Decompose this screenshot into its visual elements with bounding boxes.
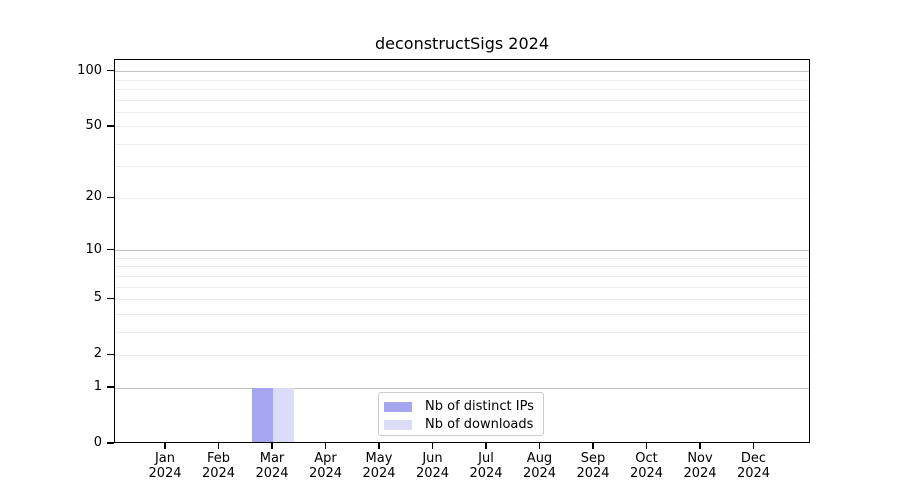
- major-gridline: [115, 71, 809, 73]
- x-tick-mark: [592, 443, 594, 449]
- x-tick-month: Aug: [526, 451, 553, 466]
- x-tick-year: 2024: [683, 466, 717, 481]
- x-tick-mark: [485, 443, 487, 449]
- x-tick-month: Apr: [314, 451, 337, 466]
- minor-gridline: [115, 126, 809, 128]
- x-tick-label: Dec 2024: [724, 451, 784, 481]
- legend-item-distinct-ips: Nb of distinct IPs: [384, 398, 543, 416]
- y-tick-label: 50: [85, 117, 102, 133]
- x-tick-label: Oct 2024: [617, 451, 677, 481]
- y-tick-label: 2: [93, 346, 102, 362]
- x-tick-mark: [752, 443, 755, 449]
- x-tick-mark: [271, 443, 273, 449]
- x-tick-mark: [217, 443, 220, 449]
- chart-title: deconstructSigs 2024: [374, 34, 550, 53]
- major-gridline: [115, 387, 809, 389]
- x-tick-mark: [378, 443, 380, 449]
- legend-item-downloads: Nb of downloads: [384, 416, 543, 434]
- x-tick-month: Oct: [635, 451, 658, 466]
- minor-gridline: [115, 354, 809, 356]
- x-tick-mark: [699, 443, 701, 449]
- x-tick-month: Mar: [259, 451, 285, 466]
- y-tick-mark: [107, 196, 114, 199]
- x-tick-year: 2024: [469, 466, 503, 481]
- bars: [115, 60, 809, 442]
- minor-gridline: [115, 143, 809, 145]
- y-tick-mark: [107, 386, 114, 388]
- legend-swatch-downloads-icon: [384, 420, 412, 430]
- minor-gridline: [115, 298, 809, 300]
- x-tick-mark: [431, 443, 434, 449]
- y-tick-label: 100: [77, 62, 102, 78]
- gridlines: [115, 60, 809, 442]
- x-tick-label: Feb 2024: [189, 451, 249, 481]
- minor-gridline: [115, 79, 809, 81]
- x-tick-label: Jan 2024: [135, 451, 195, 481]
- y-tick-label: 20: [85, 189, 102, 205]
- x-tick-month: Sep: [580, 451, 606, 466]
- x-tick-month: Nov: [687, 451, 713, 466]
- legend-swatch-distinct-ips-icon: [384, 402, 412, 412]
- x-tick-month: Dec: [740, 451, 767, 466]
- y-tick-label: 0: [93, 435, 102, 450]
- minor-gridline: [115, 197, 809, 199]
- y-tick-label: 5: [93, 290, 102, 306]
- minor-gridline: [115, 166, 809, 168]
- y-tick-mark: [107, 353, 114, 356]
- x-tick-year: 2024: [522, 466, 557, 481]
- minor-gridline: [115, 275, 809, 277]
- x-tick-mark: [538, 443, 541, 449]
- x-tick-label: Aug 2024: [510, 451, 570, 481]
- minor-gridline: [115, 257, 809, 259]
- x-tick-label: Nov 2024: [670, 451, 730, 481]
- x-tick-month: Feb: [206, 451, 231, 466]
- minor-gridline: [115, 99, 809, 101]
- y-tick-mark: [107, 297, 114, 300]
- minor-gridline: [115, 286, 809, 288]
- minor-gridline: [115, 313, 809, 315]
- x-tick-mark: [645, 443, 648, 449]
- x-tick-month: Jan: [154, 451, 176, 466]
- x-tick-year: 2024: [308, 466, 343, 481]
- y-tick-label: 1: [93, 379, 102, 395]
- legend: Nb of distinct IPs Nb of downloads: [378, 392, 544, 436]
- y-tick-mark: [107, 125, 114, 127]
- x-tick-label: Mar 2024: [242, 451, 302, 481]
- y-tick-mark: [107, 442, 114, 444]
- x-tick-year: 2024: [736, 466, 771, 481]
- x-tick-year: 2024: [576, 466, 610, 481]
- bar-distinct-ips: [251, 388, 273, 442]
- x-tick-month: Jun: [422, 451, 443, 466]
- x-tick-label: Jul 2024: [456, 451, 516, 481]
- bar-downloads: [273, 388, 295, 442]
- x-tick-label: May 2024: [349, 451, 409, 481]
- x-tick-year: 2024: [362, 466, 396, 481]
- x-tick-month: May: [365, 451, 393, 466]
- legend-label-distinct-ips: Nb of distinct IPs: [425, 399, 534, 414]
- legend-label-downloads: Nb of downloads: [425, 417, 534, 432]
- y-tick-label: 10: [85, 241, 102, 257]
- minor-gridline: [115, 88, 809, 90]
- x-tick-label: Sep 2024: [563, 451, 623, 481]
- minor-gridline: [115, 266, 809, 268]
- x-tick-year: 2024: [629, 466, 664, 481]
- x-tick-month: Jul: [478, 451, 494, 466]
- minor-gridline: [115, 331, 809, 333]
- x-tick-mark: [324, 443, 327, 449]
- x-tick-label: Apr 2024: [296, 451, 356, 481]
- x-tick-year: 2024: [415, 466, 450, 481]
- major-gridline: [115, 250, 809, 252]
- x-tick-year: 2024: [201, 466, 236, 481]
- x-tick-year: 2024: [148, 466, 182, 481]
- x-tick-mark: [164, 443, 166, 449]
- minor-gridline: [115, 111, 809, 113]
- x-tick-year: 2024: [255, 466, 289, 481]
- plot-area: Nb of distinct IPs Nb of downloads: [114, 59, 810, 443]
- x-tick-label: Jun 2024: [403, 451, 463, 481]
- y-tick-mark: [107, 248, 114, 251]
- y-tick-mark: [107, 69, 114, 72]
